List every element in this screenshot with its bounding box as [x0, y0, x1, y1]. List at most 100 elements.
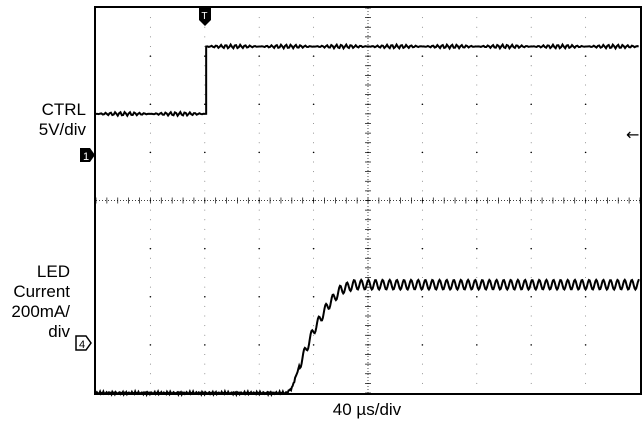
grid-minor-dot	[476, 142, 478, 144]
grid-minor-dot	[149, 305, 151, 307]
grid-minor-dot	[149, 334, 151, 336]
grid-minor-dot	[530, 219, 532, 221]
grid-minor-dot	[258, 123, 260, 124]
grid-dot	[476, 55, 478, 57]
ch1-scale: 5V/div	[38, 120, 86, 139]
grid-minor-dot	[585, 277, 587, 278]
grid-minor-dot	[585, 142, 587, 144]
grid-minor-dot	[530, 84, 532, 86]
grid-minor-dot	[149, 84, 151, 86]
grid-minor-dot	[421, 171, 423, 173]
grid-minor-dot	[204, 354, 206, 355]
grid-minor-dot	[149, 382, 151, 384]
grid-minor-dot	[585, 363, 587, 365]
grid-dot	[258, 103, 261, 106]
grid-dot	[258, 151, 261, 154]
grid-minor-dot	[258, 363, 260, 365]
grid-minor-dot	[530, 36, 532, 38]
grid-minor-dot	[421, 267, 423, 269]
ch1-name: CTRL	[41, 100, 86, 119]
grid-minor-dot	[258, 382, 260, 384]
grid-dot	[149, 295, 152, 298]
grid-minor-dot	[204, 334, 206, 336]
ch1-trace	[95, 42, 639, 118]
grid-minor-dot	[313, 257, 315, 259]
grid-minor-dot	[149, 325, 151, 327]
grid-minor-dot	[585, 65, 587, 67]
grid-minor-dot	[421, 36, 423, 38]
grid-minor-dot	[476, 257, 478, 259]
grid	[95, 7, 641, 394]
grid-minor-dot	[313, 267, 315, 269]
grid-dot	[258, 295, 261, 298]
grid-minor-dot	[476, 180, 478, 182]
ch4-scale-line2: div	[48, 322, 70, 341]
grid-minor-dot	[258, 228, 260, 230]
grid-minor-dot	[313, 382, 315, 384]
grid-minor-dot	[149, 132, 151, 134]
grid-minor-dot	[421, 238, 423, 240]
grid-minor-dot	[258, 373, 260, 375]
grid-minor-dot	[313, 94, 315, 96]
grid-minor-dot	[258, 132, 260, 134]
grid-minor-dot	[204, 382, 206, 384]
grid-minor-dot	[258, 26, 260, 28]
grid-dot	[421, 344, 424, 346]
grid-minor-dot	[476, 65, 478, 67]
grid-minor-dot	[585, 354, 587, 355]
grid-minor-dot	[313, 132, 315, 134]
grid-minor-dot	[258, 238, 260, 240]
grid-minor-dot	[204, 267, 206, 269]
grid-minor-dot	[476, 325, 478, 327]
grid-minor-dot	[149, 373, 151, 375]
grid-minor-dot	[204, 190, 206, 192]
grid-minor-dot	[258, 74, 260, 76]
grid-dot	[584, 55, 587, 57]
grid-dot	[204, 295, 206, 298]
grid-minor-dot	[476, 74, 478, 76]
grid-minor-dot	[476, 277, 478, 278]
trigger-marker: T	[199, 8, 211, 26]
grid-minor-dot	[530, 65, 532, 67]
grid-minor-dot	[204, 84, 206, 86]
grid-minor-dot	[421, 65, 423, 67]
grid-minor-dot	[585, 17, 587, 19]
grid-minor-dot	[258, 190, 260, 192]
ch4-name-line2: Current	[13, 282, 70, 301]
grid-minor-dot	[204, 94, 206, 96]
grid-minor-dot	[149, 190, 151, 192]
grid-minor-dot	[421, 277, 423, 278]
grid-dot	[476, 103, 478, 106]
grid-minor-dot	[421, 142, 423, 144]
grid-minor-dot	[204, 257, 206, 259]
grid-minor-dot	[149, 277, 151, 278]
grid-minor-dot	[258, 315, 260, 317]
grid-minor-dot	[204, 363, 206, 365]
grid-minor-dot	[585, 257, 587, 259]
grid-minor-dot	[204, 132, 206, 134]
grid-minor-dot	[530, 74, 532, 76]
grid-minor-dot	[476, 113, 478, 115]
grid-minor-dot	[313, 219, 315, 221]
grid-dot	[584, 247, 587, 250]
grid-dot	[421, 55, 424, 57]
grid-minor-dot	[421, 190, 423, 192]
grid-minor-dot	[476, 334, 478, 336]
grid-minor-dot	[149, 46, 151, 47]
grid-dot	[530, 344, 532, 346]
grid-minor-dot	[530, 334, 532, 336]
grid-minor-dot	[530, 238, 532, 240]
grid-minor-dot	[149, 219, 151, 221]
grid-minor-dot	[585, 305, 587, 307]
grid-dot	[312, 151, 315, 154]
grid-minor-dot	[530, 382, 532, 384]
grid-minor-dot	[530, 132, 532, 134]
grid-minor-dot	[313, 315, 315, 317]
grid-dot	[149, 344, 152, 346]
grid-minor-dot	[585, 325, 587, 327]
grid-minor-dot	[258, 113, 260, 115]
grid-minor-dot	[313, 84, 315, 86]
grid-minor-dot	[258, 267, 260, 269]
grid-minor-dot	[585, 132, 587, 134]
